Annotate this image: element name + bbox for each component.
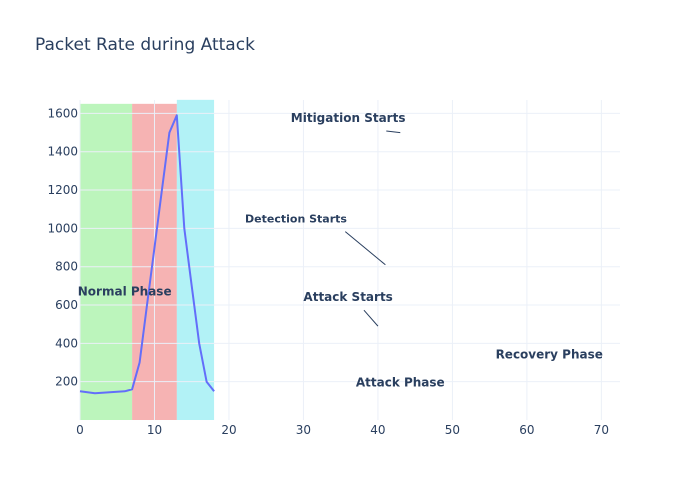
x-tick-label-6: 60 [519,423,534,437]
x-tick-label-2: 20 [221,423,236,437]
y-tick-label-2: 600 [55,298,78,312]
data-point-3 [124,391,125,392]
phase-band-2 [176,99,215,420]
x-tick-label-7: 70 [594,423,609,437]
y-tick-label-7: 1600 [47,106,78,120]
annotation-1: Attack Phase [356,375,445,389]
data-point-6 [147,305,148,306]
data-point-5 [139,362,140,363]
data-point-0 [80,391,81,392]
annotation-3: Attack Starts [303,290,392,304]
x-tick-label-5: 50 [445,423,460,437]
y-tick-label-4: 1000 [47,221,78,235]
annotation-0: Normal Phase [78,284,172,298]
y-tick-label-1: 400 [55,336,78,350]
phase-band-0 [80,103,133,420]
annotation-5: Mitigation Starts [291,111,406,125]
series-layer [79,114,215,395]
x-axis-ticks: 0 10 20 30 40 50 60 70 [76,423,609,437]
phase-bands [80,99,215,420]
data-point-1 [94,393,95,394]
annotation-arrow-4 [344,231,386,266]
data-point-14 [206,381,207,382]
data-point-7 [154,247,155,248]
x-tick-label-3: 30 [296,423,311,437]
gridlines [79,100,620,420]
data-point-9 [169,132,170,133]
annotation-2: Recovery Phase [496,348,603,362]
data-point-4 [132,389,133,390]
y-axis-ticks: 200 400 600 800 1000 1200 1400 1600 [47,106,78,388]
x-tick-label-0: 0 [76,423,84,437]
data-point-10 [176,115,177,116]
annotation-arrow-5 [386,130,401,134]
x-tick-label-1: 10 [147,423,162,437]
y-tick-label-6: 1400 [47,145,78,159]
data-point-12 [191,285,192,286]
data-point-2 [109,392,110,393]
data-point-11 [184,228,185,229]
annotation-arrow-3 [363,309,379,327]
data-point-13 [199,343,200,344]
annotations: Normal Phase Attack Phase Recovery Phase At… [78,111,603,389]
chart-title: Packet Rate during Attack [35,35,255,55]
data-point-8 [161,190,162,191]
data-point-15 [214,391,215,392]
y-tick-label-0: 200 [55,375,78,389]
annotation-4: Detection Starts [245,213,347,226]
y-tick-label-3: 800 [55,260,78,274]
series-line-0 [79,114,215,395]
x-tick-label-4: 40 [370,423,385,437]
y-tick-label-5: 1200 [47,183,78,197]
